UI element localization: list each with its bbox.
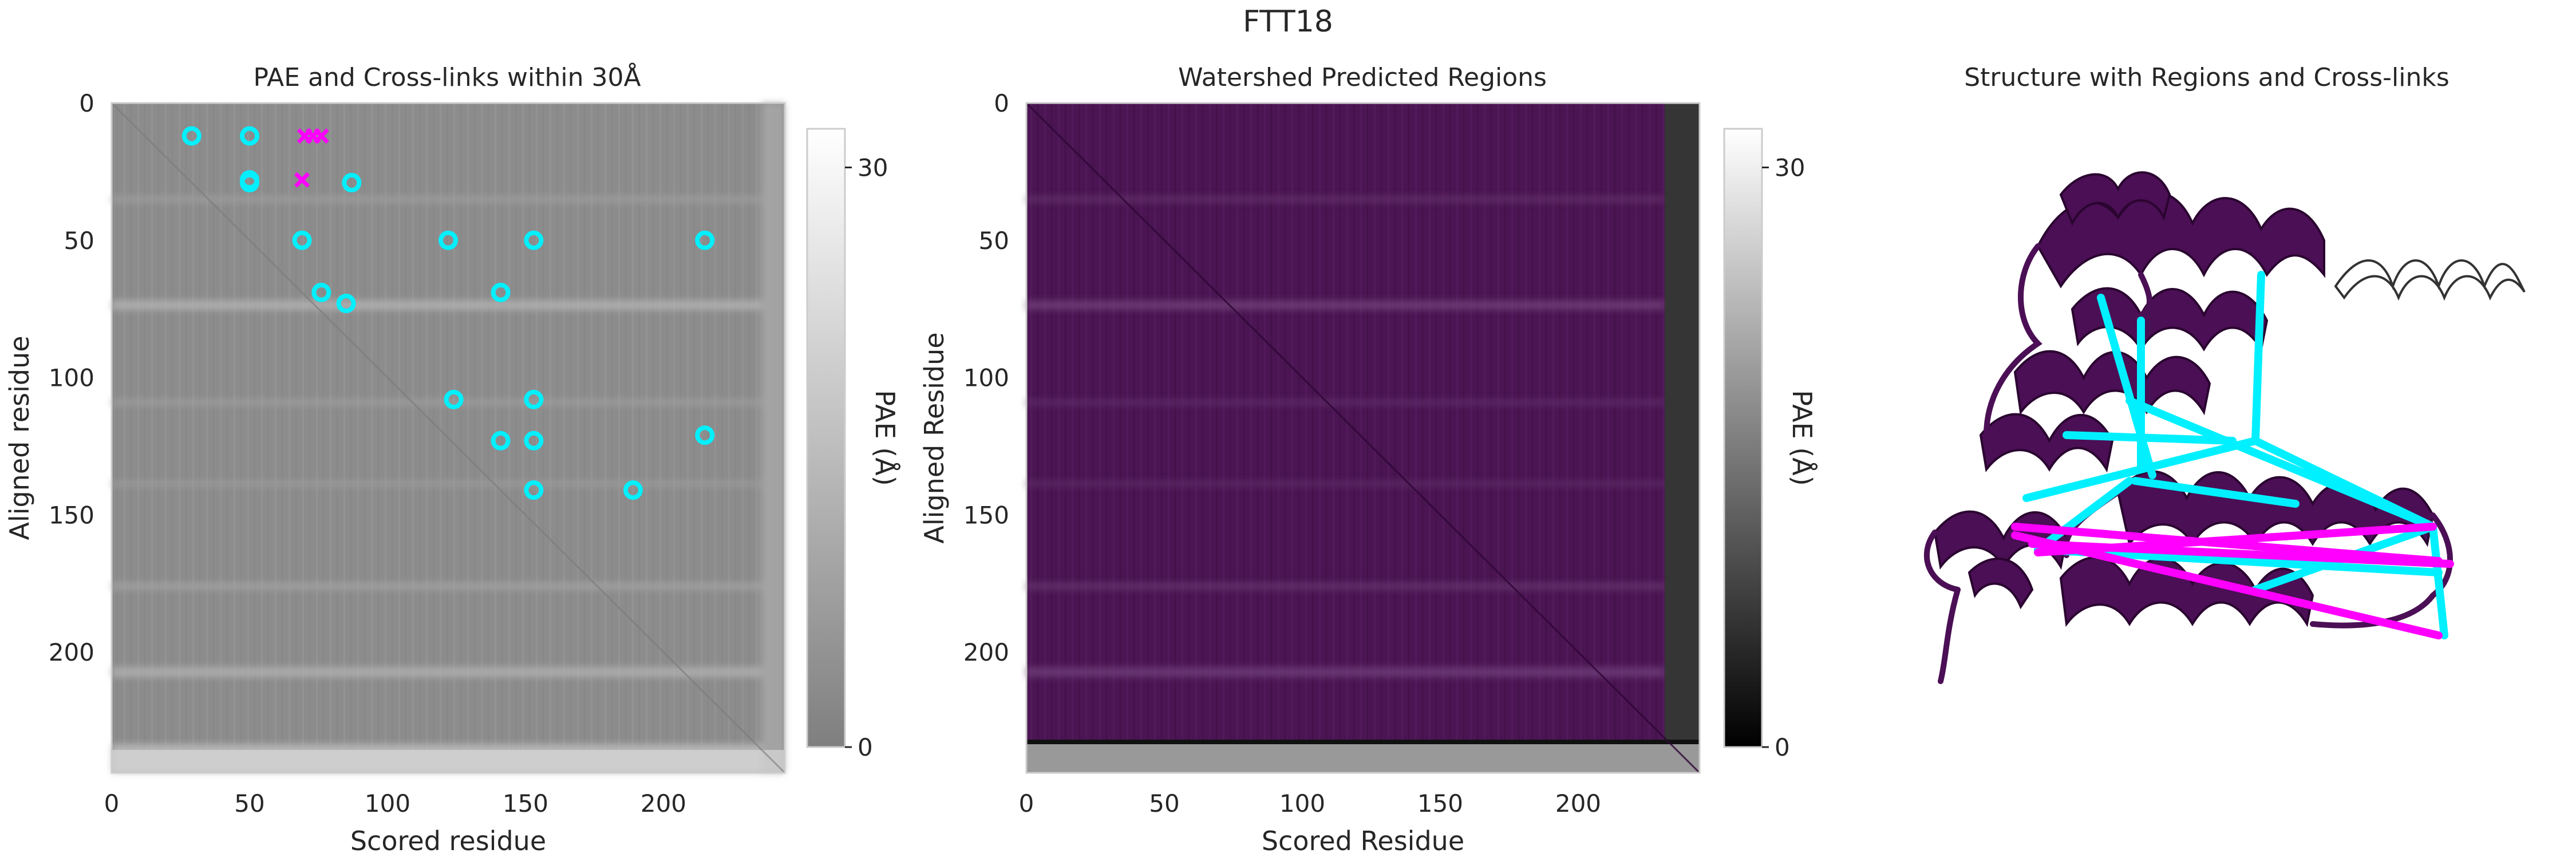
panel2-colorbar-gradient	[1723, 128, 1763, 748]
y-tick-label: 200	[963, 638, 1009, 666]
y-tick-label: 150	[963, 501, 1009, 529]
panel1-heatmap	[110, 102, 786, 774]
panel-pae-crosslinks: PAE and Cross-links within 30Å 0 50 100 150…	[4, 62, 900, 856]
crosslink-circle-mark	[695, 230, 715, 250]
crosslink-circle-mark	[311, 282, 331, 302]
panel1-colorbar-ticks: 0 30	[845, 154, 888, 761]
panel2-heatmap	[1025, 102, 1701, 774]
crosslink-circle-mark	[695, 425, 715, 445]
panel2-xlabel: Scored Residue	[1262, 826, 1464, 856]
panel2-ylabel: Aligned Residue	[919, 332, 950, 543]
panel2-colorbar: 0 30 PAE (Å)	[1723, 128, 1818, 761]
helix-white	[2334, 259, 2526, 301]
x-tick-label: 100	[365, 789, 410, 817]
crosslink-circle-mark	[239, 126, 259, 146]
panel-structure: Structure with Regions and Cross-links	[1923, 63, 2526, 684]
crosslink-circle-mark	[444, 389, 464, 409]
panel2-y-ticks: 0 50 100 150 200	[963, 89, 1009, 666]
x-tick-label: 200	[641, 789, 686, 817]
panel1-ylabel: Aligned residue	[4, 335, 35, 540]
x-tick-label: 150	[1417, 789, 1463, 817]
x-tick-label: 100	[1279, 789, 1325, 817]
crosslink-circle-mark	[491, 282, 511, 302]
x-tick-label: 0	[1019, 789, 1034, 817]
crosslink-circle-mark	[181, 126, 202, 146]
crosslink-circle-mark	[524, 480, 544, 500]
panel2-x-ticks: 0 50 100 150 200	[1019, 789, 1601, 817]
panel2-axes-frame	[1025, 102, 1701, 774]
y-tick-label: 0	[79, 89, 94, 117]
panel1-colorbar: 0 30 PAE (Å)	[806, 128, 900, 761]
y-tick-label: 100	[963, 364, 1009, 392]
panel1-heatmap-bottom-strip	[112, 750, 785, 773]
crosslink-x-mark	[294, 172, 310, 188]
panel1-x-ticks: 0 50 100 150 200	[104, 789, 686, 817]
y-tick-label: 150	[49, 501, 94, 529]
x-tick-label: 150	[503, 789, 548, 817]
crosslinks-cyan	[2022, 271, 2448, 639]
crosslink-circle-mark	[524, 230, 544, 250]
panel2-heatmap-white-edges	[1026, 744, 1700, 773]
colorbar-tick-label: 30	[858, 154, 888, 182]
panel1-colorbar-label: PAE (Å)	[870, 390, 900, 485]
panel2-diagonal	[1025, 102, 1701, 774]
panel1-crosslink-marks	[181, 126, 715, 500]
x-tick-label: 50	[1149, 789, 1179, 817]
x-tick-label: 50	[234, 789, 264, 817]
x-tick-label: 200	[1555, 789, 1601, 817]
panel2-heatmap-bands	[1026, 196, 1665, 677]
x-tick-label: 0	[104, 789, 120, 817]
panel2-title: Watershed Predicted Regions	[1178, 63, 1547, 92]
crosslink-circle-mark	[336, 294, 356, 314]
colorbar-tick-label: 0	[1775, 733, 1790, 761]
crosslink-circle-mark	[239, 173, 259, 193]
crosslink-circle-mark	[623, 480, 643, 500]
protein-structure-illustration	[1923, 171, 2526, 684]
y-tick-label: 0	[994, 89, 1009, 117]
crosslinks-magenta	[2011, 523, 2454, 639]
panel1-y-ticks: 0 50 100 150 200	[49, 89, 94, 666]
y-tick-label: 50	[64, 227, 94, 255]
crosslink-circle-mark	[438, 230, 458, 250]
crosslink-circle-mark	[292, 230, 312, 250]
colorbar-tick-label: 0	[858, 733, 873, 761]
crosslink-circle-mark	[524, 389, 544, 409]
crosslink-circle-mark	[491, 430, 511, 451]
y-tick-label: 50	[979, 227, 1009, 255]
y-tick-label: 100	[49, 364, 94, 392]
panel1-diagonal	[110, 102, 786, 774]
panel1-xlabel: Scored residue	[350, 826, 546, 856]
panel2-colorbar-label: PAE (Å)	[1787, 390, 1818, 485]
panel2-colorbar-ticks: 0 30	[1762, 154, 1805, 761]
y-tick-label: 200	[49, 638, 94, 666]
panel3-title: Structure with Regions and Cross-links	[1964, 63, 2449, 92]
panel1-colorbar-gradient	[806, 128, 846, 748]
panel2-right-strip	[1665, 103, 1700, 740]
panel1-axes-frame	[110, 102, 786, 774]
panel1-title: PAE and Cross-links within 30Å	[253, 62, 641, 92]
crosslink-circle-mark	[342, 173, 362, 193]
crosslink-circle-mark	[524, 430, 544, 451]
crosslink-x-mark	[313, 128, 329, 144]
colorbar-tick-label: 30	[1775, 154, 1805, 182]
figure-title: FTT18	[1243, 5, 1333, 39]
panel-watershed: Watershed Predicted Regions 0 50 100 150 200…	[919, 63, 1818, 856]
